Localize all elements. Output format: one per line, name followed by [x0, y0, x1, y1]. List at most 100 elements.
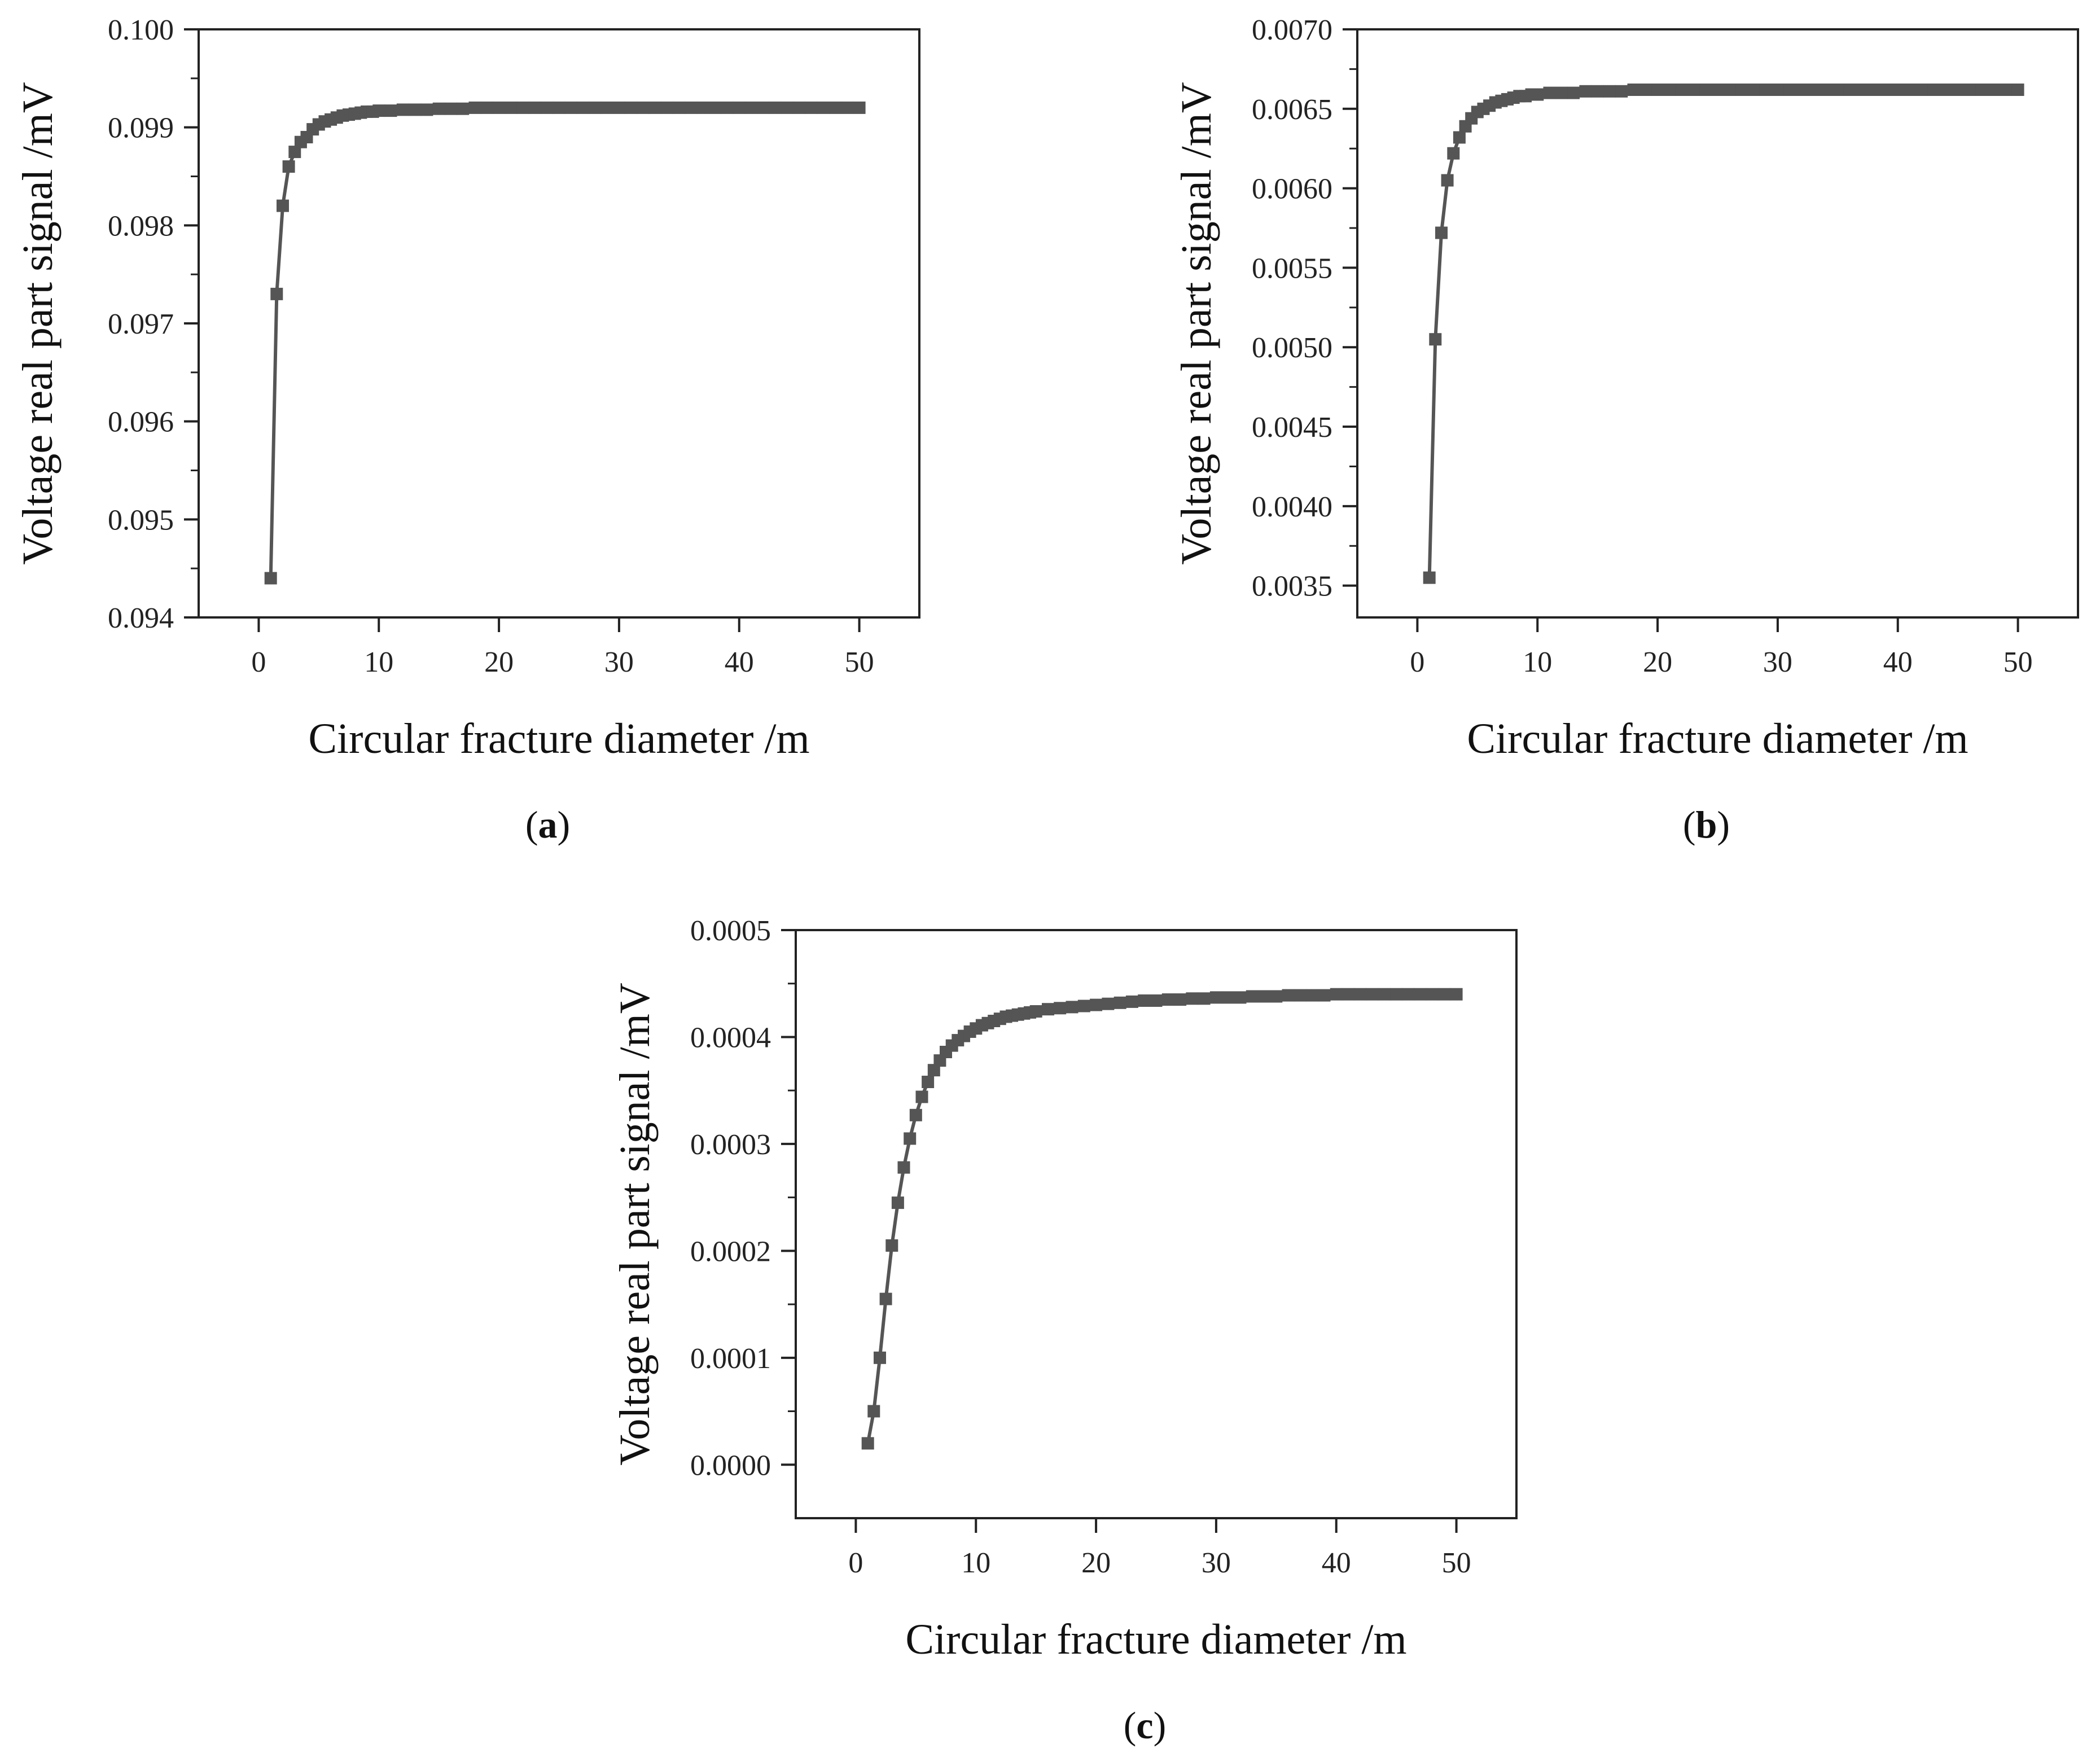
y-tick-label: 0.098	[108, 210, 174, 242]
data-point	[505, 101, 518, 114]
data-point	[600, 101, 613, 114]
x-tick-label: 10	[961, 1547, 990, 1579]
data-point	[927, 1064, 940, 1077]
data-point	[1579, 85, 1592, 98]
data-point	[793, 101, 806, 114]
x-axis-title: Circular fracture diameter /m	[905, 1616, 1406, 1663]
data-point	[648, 101, 661, 114]
x-tick-label: 30	[1202, 1547, 1231, 1579]
data-point	[885, 1239, 898, 1252]
data-point	[1723, 84, 1736, 96]
data-point	[1663, 84, 1676, 96]
data-point	[1699, 84, 1712, 96]
data-point	[384, 104, 397, 117]
data-point	[1366, 988, 1379, 1001]
data-point	[1330, 988, 1343, 1001]
x-tick-label: 50	[2003, 646, 2033, 678]
data-point	[432, 102, 445, 115]
data-point	[445, 102, 457, 115]
data-point	[745, 101, 757, 114]
y-tick-label: 0.0055	[1252, 252, 1332, 284]
data-point	[1102, 997, 1115, 1010]
data-point	[396, 103, 409, 116]
data-point	[1138, 994, 1151, 1007]
panel-label: (b)	[1683, 803, 1730, 846]
data-point	[1342, 988, 1354, 1001]
data-point	[468, 101, 481, 114]
data-point	[1054, 1002, 1067, 1015]
data-point	[1066, 1001, 1079, 1014]
x-tick-label: 40	[1322, 1547, 1351, 1579]
data-point	[1963, 84, 1976, 96]
data-point	[915, 1090, 928, 1103]
data-point	[1186, 992, 1199, 1005]
data-point	[577, 101, 590, 114]
data-point	[1414, 988, 1427, 1001]
data-point	[372, 104, 385, 117]
data-point	[541, 101, 554, 114]
data-point	[1747, 84, 1760, 96]
data-point	[1113, 996, 1126, 1009]
y-tick-label: 0.097	[108, 308, 174, 340]
y-tick-label: 0.0002	[690, 1235, 771, 1268]
data-point	[1867, 84, 1880, 96]
data-point	[1390, 988, 1403, 1001]
data-point	[1429, 333, 1442, 346]
data-point	[1591, 85, 1604, 98]
plot-frame	[1356, 28, 2079, 619]
data-point	[805, 101, 818, 114]
data-point	[1939, 84, 1952, 96]
y-tick-label: 0.0040	[1252, 491, 1332, 523]
data-point	[1222, 991, 1235, 1004]
data-point	[879, 1292, 892, 1305]
data-point	[861, 1437, 874, 1450]
data-point	[1450, 988, 1463, 1001]
data-point	[891, 1196, 904, 1209]
x-axis-title: Circular fracture diameter /m	[1467, 715, 1968, 762]
data-point	[270, 287, 283, 300]
data-point	[1952, 84, 1965, 96]
y-tick-label: 0.0070	[1252, 14, 1332, 46]
data-point	[1843, 84, 1856, 96]
data-point	[1318, 989, 1331, 1002]
data-point	[1438, 988, 1451, 1001]
data-point	[696, 101, 709, 114]
y-tick-label: 0.0001	[690, 1343, 771, 1375]
panel-label: (a)	[525, 803, 570, 846]
data-point	[1783, 84, 1796, 96]
y-tick-label: 0.0065	[1252, 94, 1332, 126]
data-point	[1820, 84, 1832, 96]
data-point	[1174, 993, 1187, 1006]
y-tick-label: 0.0050	[1252, 332, 1332, 364]
y-tick-label: 0.0060	[1252, 173, 1332, 205]
data-point	[673, 101, 686, 114]
data-point	[1988, 84, 2000, 96]
x-tick-label: 0	[1410, 646, 1424, 678]
data-point	[1831, 84, 1844, 96]
data-point	[1029, 1005, 1042, 1018]
panel-label: (c)	[1124, 1704, 1167, 1747]
x-tick-label: 40	[1883, 646, 1913, 678]
data-point	[1975, 84, 1988, 96]
data-point	[685, 101, 698, 114]
data-point	[553, 101, 565, 114]
data-point	[1879, 84, 1892, 96]
data-point	[1915, 84, 1928, 96]
data-point	[1306, 989, 1319, 1002]
data-point	[409, 103, 422, 116]
y-tick-label: 0.100	[108, 14, 174, 46]
x-tick-label: 30	[604, 646, 634, 678]
chart-panel-c: 0 10 20 30 40 50 0.0000 0.0001 0.0002 0.0003 0.000…	[611, 915, 1518, 1747]
x-tick-label: 0	[848, 1547, 863, 1579]
data-point	[1855, 84, 1868, 96]
data-point	[1615, 85, 1628, 98]
y-tick-label: 0.096	[108, 406, 174, 439]
y-tick-label: 0.0004	[690, 1022, 771, 1054]
y-tick-label: 0.094	[108, 602, 174, 634]
series-line	[1427, 88, 2018, 578]
data-point	[1447, 147, 1460, 160]
data-point	[637, 101, 650, 114]
x-tick-label: 20	[1643, 646, 1672, 678]
data-point	[277, 199, 289, 212]
